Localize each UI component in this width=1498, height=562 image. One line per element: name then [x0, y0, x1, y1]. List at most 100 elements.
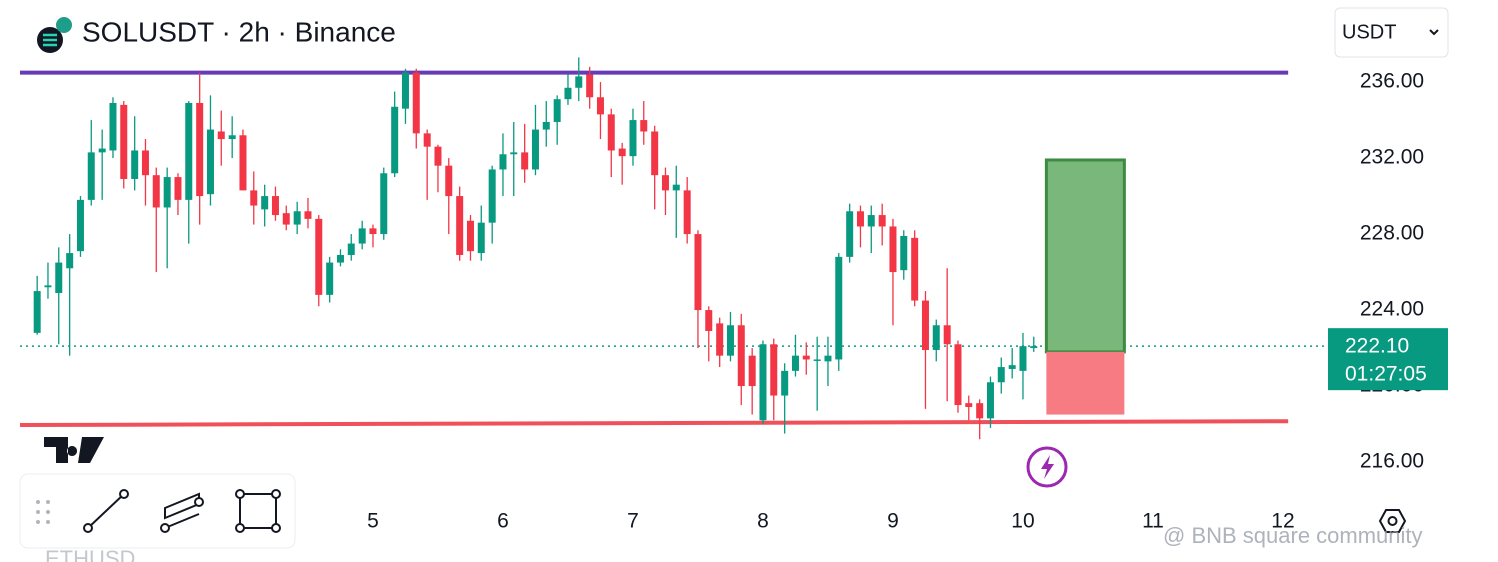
candle-body	[217, 131, 225, 140]
candle-body	[726, 325, 734, 356]
candle-body	[1019, 346, 1027, 371]
candle-body	[781, 370, 789, 396]
candle-body	[369, 228, 377, 235]
candle-body	[55, 262, 63, 293]
candle-body	[304, 211, 312, 219]
candle-body	[531, 129, 539, 170]
candle-body	[878, 215, 886, 227]
candle-body	[152, 175, 160, 208]
candle-body	[997, 367, 1005, 383]
candle-body	[521, 152, 529, 170]
x-tick-label: 9	[887, 510, 899, 533]
candle-body	[943, 325, 951, 345]
candle-body	[163, 177, 171, 208]
candle-body	[33, 291, 41, 333]
candle-body	[445, 165, 453, 197]
candle-body	[401, 72, 409, 109]
x-tick-label: 5	[367, 510, 379, 533]
candle-body	[141, 150, 149, 176]
candle-body	[250, 190, 258, 206]
y-tick-label: 224.00	[1360, 298, 1424, 321]
candle-body	[456, 196, 464, 255]
candle-body	[986, 382, 994, 419]
candle-body	[748, 355, 756, 387]
candle-body	[965, 403, 973, 407]
y-tick-label: 232.00	[1360, 146, 1424, 169]
candle-body	[434, 146, 442, 166]
drawing-toolbar	[19, 473, 296, 549]
candle-body	[900, 235, 908, 271]
candle-body	[824, 355, 832, 362]
candle-body	[466, 220, 474, 252]
candle-body	[954, 344, 962, 406]
candle-body	[477, 222, 485, 254]
channel-tool[interactable]	[160, 492, 204, 533]
trend-line-tool[interactable]	[83, 489, 129, 533]
candle-body	[737, 325, 745, 387]
x-tick-label: 10	[1011, 510, 1034, 533]
candle-body	[553, 99, 561, 122]
candle-body	[921, 300, 929, 350]
candle-body	[391, 106, 399, 174]
candle-body	[629, 120, 637, 157]
candle-body	[109, 102, 117, 151]
y-tick-label: 236.00	[1360, 70, 1424, 93]
level-line	[20, 419, 1289, 428]
candle-body	[44, 285, 52, 288]
candle-body	[271, 196, 279, 216]
candle-body	[607, 114, 615, 151]
candle-body	[716, 323, 724, 356]
candle-body	[802, 355, 810, 360]
candle-body	[488, 169, 496, 223]
candle-body	[380, 173, 388, 235]
candle-body	[261, 196, 269, 210]
candle-body	[412, 72, 420, 134]
y-tick-label: 228.00	[1360, 222, 1424, 245]
candle-body	[76, 199, 84, 252]
candle-body	[846, 211, 854, 257]
candle-body	[347, 243, 355, 255]
candle-body	[499, 154, 507, 170]
candle-body	[326, 262, 334, 295]
profit-zone	[1044, 158, 1126, 354]
candle-body	[640, 120, 648, 132]
candle-body	[705, 310, 713, 331]
x-tick-label: 11	[1142, 510, 1164, 533]
candle-body	[185, 102, 193, 200]
bottom-symbol: ETHUSD	[45, 546, 135, 562]
candle-body	[239, 135, 247, 191]
currency-dropdown[interactable]: USDT	[1334, 7, 1449, 58]
candle-body	[315, 218, 323, 295]
x-tick-label: 8	[757, 510, 769, 533]
candle-body	[206, 129, 214, 195]
currency-label: USDT	[1342, 21, 1396, 43]
candle-body	[174, 177, 182, 200]
candle-body	[672, 184, 680, 191]
candle-body	[661, 175, 669, 191]
candle-body	[120, 104, 128, 179]
candle-body	[358, 228, 366, 244]
candle-body	[575, 76, 583, 88]
candle-body	[694, 234, 702, 311]
candle-body	[867, 215, 875, 227]
candle-body	[1008, 365, 1016, 369]
candle-body	[1030, 346, 1038, 349]
settings-icon[interactable]	[1378, 509, 1407, 533]
alert-icon[interactable]	[1026, 446, 1068, 488]
candle-body	[228, 135, 236, 140]
candle-body	[976, 403, 984, 419]
candle-body	[510, 152, 518, 155]
price-label: 222.10	[1345, 335, 1409, 358]
candle-body	[683, 190, 691, 235]
candle-body	[423, 133, 431, 147]
rectangle-tool[interactable]	[235, 489, 281, 533]
x-tick-label: 12	[1271, 510, 1294, 533]
candle-body	[293, 211, 301, 225]
candle-body	[791, 355, 799, 371]
y-tick-label: 216.00	[1360, 450, 1424, 473]
countdown-label: 01:27:05	[1345, 363, 1427, 386]
candle-body	[618, 148, 626, 157]
candle-body	[564, 87, 572, 100]
candle-body	[856, 211, 864, 227]
